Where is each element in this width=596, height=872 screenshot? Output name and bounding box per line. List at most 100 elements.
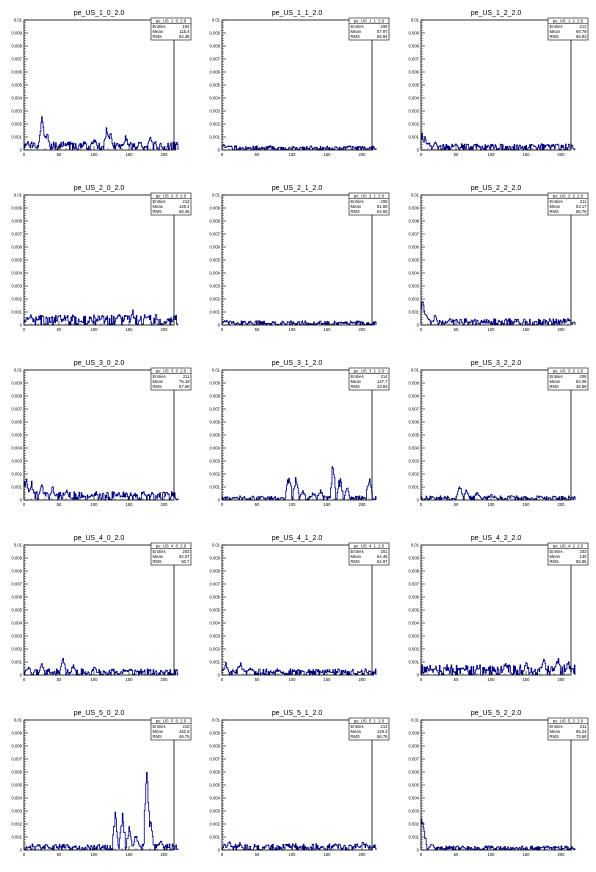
y-tick-label: 0.003 xyxy=(12,634,23,639)
y-tick-label: 0.01 xyxy=(212,368,221,373)
x-tick-label: 50 xyxy=(57,152,62,157)
stats-label-mean: Mean xyxy=(153,379,164,384)
y-tick-label: 0.004 xyxy=(12,446,23,451)
y-tick-label: 0.008 xyxy=(409,394,420,399)
x-tick-label: 50 xyxy=(57,327,62,332)
stats-title: pe_US_1_0_2.0 xyxy=(156,18,187,23)
y-tick-label: 0.007 xyxy=(12,582,23,587)
stats-label-mean: Mean xyxy=(351,554,362,559)
x-tick-label: 50 xyxy=(454,852,459,857)
y-tick-label: 0.001 xyxy=(210,135,221,140)
y-tick-label: 0.005 xyxy=(409,83,420,88)
stats-label-entries: Entries xyxy=(153,724,166,729)
y-tick-label: 0.008 xyxy=(409,569,420,574)
y-tick-label: 0.007 xyxy=(409,407,420,412)
y-tick-label: 0.007 xyxy=(12,232,23,237)
y-tick-label: 0.001 xyxy=(409,310,420,315)
y-tick-label: 0.009 xyxy=(409,31,420,36)
y-tick-label: 0.007 xyxy=(210,57,221,62)
stats-label-mean: Mean xyxy=(550,204,561,209)
stats-label-entries: Entries xyxy=(153,199,166,204)
stats-value-entries: 203 xyxy=(580,549,588,554)
stats-label-entries: Entries xyxy=(550,549,563,554)
y-tick-label: 0.01 xyxy=(212,193,221,198)
y-tick-label: 0.009 xyxy=(12,731,23,736)
y-tick-label: 0.004 xyxy=(210,621,221,626)
y-tick-label: 0 xyxy=(417,498,420,503)
x-tick-label: 200 xyxy=(161,327,169,332)
y-tick-label: 0.005 xyxy=(210,783,221,788)
x-tick-label: 150 xyxy=(126,152,134,157)
y-tick-label: 0.005 xyxy=(409,258,420,263)
stats-value-mean: 57.97 xyxy=(377,29,388,34)
stats-value-entries: 211 xyxy=(580,724,587,729)
x-tick-label: 0 xyxy=(221,152,224,157)
stats-label-entries: Entries xyxy=(550,374,563,379)
histogram-panel: pe_US_3_2_2.0 0 0.001 0.002 0.003 0.004 0.005 0… xyxy=(409,360,589,507)
x-tick-label: 0 xyxy=(221,327,224,332)
x-tick-label: 100 xyxy=(289,152,297,157)
x-tick-label: 50 xyxy=(255,677,260,682)
histogram-panel: pe_US_2_1_2.0 0 0.001 0.002 0.003 0.004 0.005 0… xyxy=(210,185,390,332)
y-tick-label: 0.007 xyxy=(409,232,420,237)
y-tick-label: 0.008 xyxy=(409,219,420,224)
stats-title: pe_US_3_0_2.0 xyxy=(156,368,187,373)
x-tick-label: 200 xyxy=(359,677,367,682)
histogram-line xyxy=(221,841,377,851)
stats-value-entries: 212 xyxy=(580,24,588,29)
y-tick-label: 0.01 xyxy=(411,368,420,373)
panel-title: pe_US_3_0_2.0 xyxy=(74,360,125,367)
stats-label-entries: Entries xyxy=(550,24,563,29)
x-tick-label: 200 xyxy=(558,327,566,332)
stats-value-entries: 211 xyxy=(183,374,190,379)
panel-title: pe_US_5_1_2.0 xyxy=(272,710,323,717)
y-tick-label: 0 xyxy=(20,848,23,853)
x-tick-label: 0 xyxy=(420,327,423,332)
y-tick-label: 0.006 xyxy=(210,770,221,775)
y-tick-label: 0.001 xyxy=(210,660,221,665)
y-tick-label: 0.009 xyxy=(12,31,23,36)
y-tick-label: 0.004 xyxy=(409,796,420,801)
x-tick-label: 100 xyxy=(289,852,297,857)
panel-title: pe_US_5_2_2.0 xyxy=(471,710,522,717)
y-tick-label: 0.001 xyxy=(12,660,23,665)
stats-value-entries: 211 xyxy=(580,199,587,204)
y-tick-label: 0.009 xyxy=(409,556,420,561)
x-tick-label: 200 xyxy=(161,502,169,507)
y-tick-label: 0.001 xyxy=(210,485,221,490)
stats-value-mean: 69.79 xyxy=(576,29,587,34)
y-tick-label: 0.004 xyxy=(409,96,420,101)
y-tick-label: 0.002 xyxy=(210,297,221,302)
histogram-line xyxy=(420,301,576,326)
y-tick-label: 0.004 xyxy=(12,271,23,276)
y-tick-label: 0 xyxy=(417,323,420,328)
stats-label-rms: RMS xyxy=(550,209,560,214)
stats-value-mean: 64.45 xyxy=(377,554,388,559)
histogram-line xyxy=(421,658,576,676)
x-tick-label: 0 xyxy=(221,677,224,682)
stats-label-mean: Mean xyxy=(550,729,561,734)
y-tick-label: 0.001 xyxy=(409,135,420,140)
y-tick-label: 0.008 xyxy=(210,44,221,49)
stats-label-entries: Entries xyxy=(351,374,364,379)
y-tick-label: 0.003 xyxy=(12,109,23,114)
y-tick-label: 0.004 xyxy=(210,96,221,101)
histogram-panel: pe_US_4_2_2.0 0 0.001 0.002 0.003 0.004 0.005 0… xyxy=(409,535,589,682)
histogram-panel: pe_US_5_2_2.0 0 0.001 0.002 0.003 0.004 0.005 0… xyxy=(409,710,589,857)
y-tick-label: 0.006 xyxy=(409,595,420,600)
histogram-panel: pe_US_4_1_2.0 0 0.001 0.002 0.003 0.004 0.005 0… xyxy=(210,535,390,682)
x-tick-label: 200 xyxy=(558,852,566,857)
x-tick-label: 0 xyxy=(420,152,423,157)
y-tick-label: 0.001 xyxy=(409,835,420,840)
stats-value-mean: 152.5 xyxy=(179,729,190,734)
histogram-panel: pe_US_3_1_2.0 0 0.001 0.002 0.003 0.004 0.005 0… xyxy=(210,360,390,507)
stats-value-entries: 208 xyxy=(381,199,389,204)
panel-title: pe_US_3_1_2.0 xyxy=(272,360,323,367)
x-tick-label: 150 xyxy=(523,502,531,507)
x-tick-label: 150 xyxy=(324,152,332,157)
stats-label-rms: RMS xyxy=(351,384,361,389)
x-tick-label: 50 xyxy=(57,852,62,857)
x-tick-label: 150 xyxy=(126,852,134,857)
y-tick-label: 0.003 xyxy=(409,459,420,464)
y-tick-label: 0.01 xyxy=(14,543,23,548)
